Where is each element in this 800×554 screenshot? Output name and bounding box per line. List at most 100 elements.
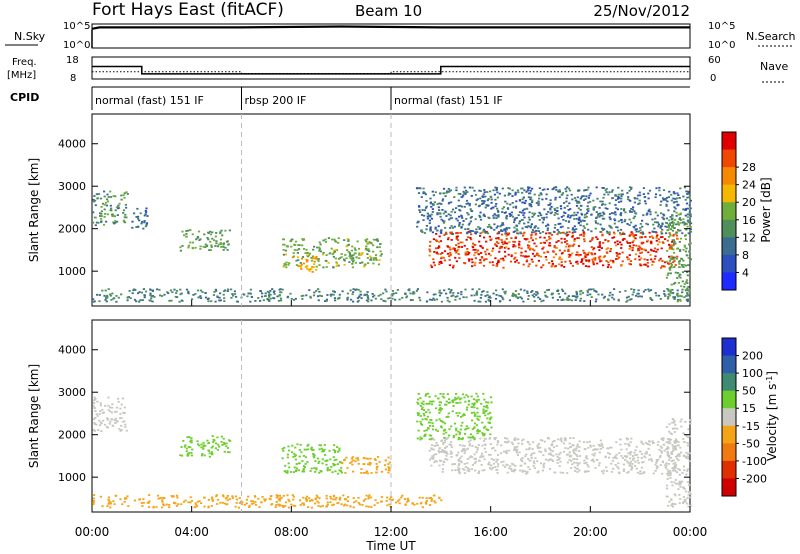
nsearch-label: N.Search <box>746 30 796 43</box>
scatter-cell <box>683 499 686 501</box>
scatter-cell <box>566 298 569 300</box>
scatter-cell <box>313 245 316 248</box>
scatter-cell <box>297 244 300 246</box>
scatter-cell <box>642 232 645 235</box>
scatter-cell <box>683 244 686 247</box>
scatter-cell <box>634 237 637 240</box>
scatter-cell <box>510 441 513 444</box>
scatter-cell <box>352 288 355 290</box>
scatter-cell <box>670 289 673 292</box>
scatter-cell <box>679 222 682 224</box>
scatter-cell <box>516 296 519 299</box>
scatter-cell <box>499 225 502 228</box>
scatter-cell <box>533 212 537 215</box>
scatter-cell <box>587 470 590 473</box>
scatter-cell <box>567 227 570 229</box>
scatter-cell <box>460 424 463 427</box>
scatter-cell <box>182 440 185 442</box>
scatter-cell <box>107 288 110 290</box>
scatter-cell <box>92 401 95 404</box>
scatter-cell <box>681 280 684 283</box>
scatter-cell <box>493 228 496 231</box>
scatter-cell <box>444 403 447 406</box>
scatter-cell <box>531 248 534 251</box>
scatter-cell <box>514 256 517 259</box>
scatter-cell <box>103 203 106 206</box>
scatter-cell <box>553 440 556 442</box>
scatter-cell <box>376 502 379 504</box>
nave-tick-top: 60 <box>708 55 721 66</box>
scatter-cell <box>508 299 511 302</box>
scatter-cell <box>144 213 147 215</box>
scatter-cell <box>445 451 448 454</box>
scatter-cell <box>361 261 364 264</box>
scatter-cell <box>332 464 335 467</box>
scatter-cell <box>639 194 642 197</box>
scatter-cell <box>446 452 449 455</box>
scatter-cell <box>523 231 526 234</box>
scatter-cell <box>109 293 112 296</box>
colorbar-swatch <box>722 167 736 186</box>
scatter-cell <box>109 502 112 505</box>
scatter-cell <box>501 296 504 299</box>
scatter-cell <box>467 227 470 230</box>
scatter-cell <box>388 503 391 506</box>
scatter-cell <box>363 499 366 502</box>
scatter-cell <box>475 451 478 454</box>
scatter-cell <box>686 225 689 228</box>
colorbar-swatch <box>722 202 736 221</box>
scatter-cell <box>145 224 148 226</box>
scatter-cell <box>525 238 528 241</box>
scatter-cell <box>541 247 544 250</box>
scatter-cell <box>681 288 684 291</box>
scatter-cell <box>677 194 680 196</box>
scatter-cell <box>688 204 691 207</box>
scatter-cell <box>671 225 675 227</box>
scatter-cell <box>344 472 347 474</box>
scatter-cell <box>425 502 428 505</box>
scatter-cell <box>325 463 328 466</box>
scatter-cell <box>435 407 438 410</box>
scatter-cell <box>296 249 299 251</box>
colorbar-frame <box>721 337 737 497</box>
scatter-cell <box>606 252 609 254</box>
scatter-cell <box>103 195 106 198</box>
scatter-cell <box>481 432 484 434</box>
scatter-cell <box>349 257 352 260</box>
scatter-cell <box>127 505 130 507</box>
scatter-cell <box>528 263 531 265</box>
scatter-cell <box>95 423 98 426</box>
scatter-cell <box>586 289 589 292</box>
scatter-cell <box>135 216 138 218</box>
scatter-cell <box>500 233 504 236</box>
scatter-cell <box>290 503 293 506</box>
scatter-cell <box>294 454 297 457</box>
ytick-label: 3000 <box>58 386 86 399</box>
scatter-cell <box>473 264 476 267</box>
scatter-cell <box>511 294 514 297</box>
scatter-cell <box>152 505 155 508</box>
scatter-cell <box>505 463 508 466</box>
scatter-cell <box>618 197 622 200</box>
scatter-cell <box>592 288 595 291</box>
scatter-cell <box>234 495 237 498</box>
scatter-cell <box>541 189 544 191</box>
scatter-cell <box>96 293 99 296</box>
scatter-cell <box>344 498 347 501</box>
scatter-cell <box>483 189 486 191</box>
scatter-cell <box>439 393 442 395</box>
scatter-cell <box>630 188 633 190</box>
scatter-cell <box>670 245 673 248</box>
scatter-cell <box>634 228 637 231</box>
scatter-cell <box>573 225 576 228</box>
scatter-cell <box>225 442 228 445</box>
scatter-cell <box>247 495 250 498</box>
scatter-cell <box>649 213 652 216</box>
scatter-cell <box>578 455 582 457</box>
scatter-cell <box>653 221 657 224</box>
scatter-cell <box>482 455 485 458</box>
scatter-cell <box>356 240 359 243</box>
scatter-cell <box>245 498 248 501</box>
scatter-cell <box>556 462 559 464</box>
scatter-cell <box>310 268 313 270</box>
